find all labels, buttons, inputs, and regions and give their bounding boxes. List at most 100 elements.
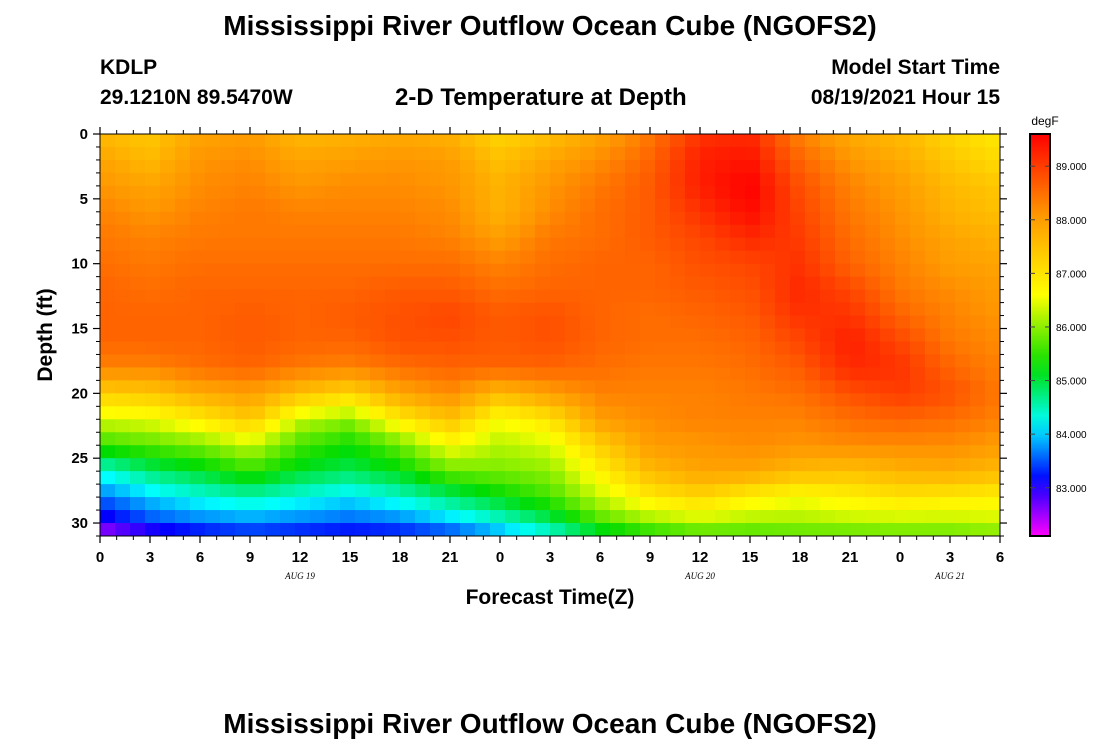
heatmap-cell [805, 315, 821, 330]
heatmap-cell [265, 523, 281, 536]
heatmap-cell [925, 263, 941, 278]
heatmap-cell [700, 393, 716, 407]
heatmap-cell [280, 484, 296, 498]
heatmap-cell [370, 406, 386, 420]
y-tick-label: 0 [80, 126, 88, 143]
model-start-label: Model Start Time [831, 56, 1000, 79]
heatmap-cell [985, 134, 1000, 148]
heatmap-cell [355, 497, 371, 511]
heatmap-cell [595, 393, 611, 407]
heatmap-cell [190, 380, 206, 394]
heatmap-cell [430, 458, 446, 472]
heatmap-cell [700, 458, 716, 472]
model-start-value: 08/19/2021 Hour 15 [810, 86, 1000, 109]
heatmap-cell [685, 302, 701, 317]
heatmap-cell [595, 211, 611, 226]
heatmap-cell [895, 341, 911, 356]
heatmap-cell [325, 354, 341, 369]
heatmap-cell [295, 134, 311, 148]
heatmap-cell [370, 497, 386, 511]
heatmap-cell [820, 341, 836, 356]
heatmap-cell [715, 172, 731, 187]
heatmap-cell [745, 354, 761, 369]
x-tick-label: 18 [792, 549, 809, 566]
heatmap-cell [190, 510, 206, 524]
heatmap-cell [610, 510, 626, 524]
heatmap-cell [310, 237, 326, 252]
heatmap-cell [160, 354, 176, 369]
heatmap-cell [535, 250, 551, 265]
heatmap-cell [970, 198, 986, 213]
heatmap-cell [310, 367, 326, 381]
heatmap-cell [520, 393, 536, 407]
heatmap-cell [325, 302, 341, 317]
heatmap-cell [985, 497, 1000, 511]
heatmap-cell [415, 159, 431, 174]
heatmap-cell [670, 367, 686, 381]
heatmap-cell [115, 250, 131, 265]
heatmap-cell [475, 198, 491, 213]
heatmap-cell [115, 445, 131, 459]
heatmap-cell [490, 237, 506, 252]
heatmap-cell [355, 289, 371, 304]
heatmap-cell [535, 159, 551, 174]
heatmap-cell [385, 276, 401, 291]
heatmap-cell [595, 484, 611, 498]
heatmap-cell [655, 276, 671, 291]
heatmap-cell [190, 341, 206, 356]
heatmap-cell [895, 302, 911, 317]
heatmap-cell [730, 445, 746, 459]
heatmap-cell [820, 445, 836, 459]
heatmap-cell [235, 497, 251, 511]
colorbar-tick-label: 88.000 [1056, 216, 1087, 227]
heatmap-cell [460, 354, 476, 369]
heatmap-cell [715, 211, 731, 226]
x-tick-label: 9 [646, 549, 654, 566]
heatmap-cell [910, 172, 926, 187]
heatmap-cell [835, 406, 851, 420]
heatmap-cell [760, 445, 776, 459]
heatmap-cell [895, 315, 911, 330]
heatmap-cell [130, 315, 146, 330]
heatmap-cell [115, 134, 131, 148]
heatmap-cell [100, 315, 116, 330]
heatmap-cell [730, 328, 746, 343]
heatmap-cell [490, 445, 506, 459]
heatmap-cell [640, 458, 656, 472]
heatmap-cell [220, 393, 236, 407]
heatmap-cell [775, 341, 791, 356]
heatmap-cell [160, 432, 176, 446]
y-tick-label: 25 [71, 450, 88, 467]
heatmap-cell [295, 393, 311, 407]
heatmap-cell [670, 276, 686, 291]
heatmap-cell [820, 510, 836, 524]
heatmap-cell [970, 263, 986, 278]
heatmap-cell [400, 367, 416, 381]
heatmap-cell [445, 432, 461, 446]
heatmap-cell [130, 497, 146, 511]
heatmap-cell [235, 211, 251, 226]
heatmap-cell [220, 458, 236, 472]
heatmap-cell [325, 211, 341, 226]
heatmap-cell [640, 134, 656, 148]
heatmap-cell [580, 497, 596, 511]
heatmap-cell [625, 328, 641, 343]
heatmap-cell [550, 471, 566, 485]
heatmap-cell [850, 289, 866, 304]
heatmap-cell [700, 315, 716, 330]
heatmap-cell [640, 198, 656, 213]
heatmap-cell [415, 302, 431, 317]
heatmap-cell [715, 289, 731, 304]
heatmap-cell [685, 458, 701, 472]
heatmap-cell [340, 484, 356, 498]
heatmap-cell [340, 406, 356, 420]
heatmap-cell [745, 393, 761, 407]
heatmap-cell [625, 159, 641, 174]
heatmap-cell [805, 237, 821, 252]
heatmap-cell [250, 289, 266, 304]
heatmap-cell [460, 328, 476, 343]
heatmap-cell [775, 393, 791, 407]
heatmap-cell [550, 484, 566, 498]
heatmap-cell [580, 134, 596, 148]
heatmap-cell [505, 185, 521, 200]
